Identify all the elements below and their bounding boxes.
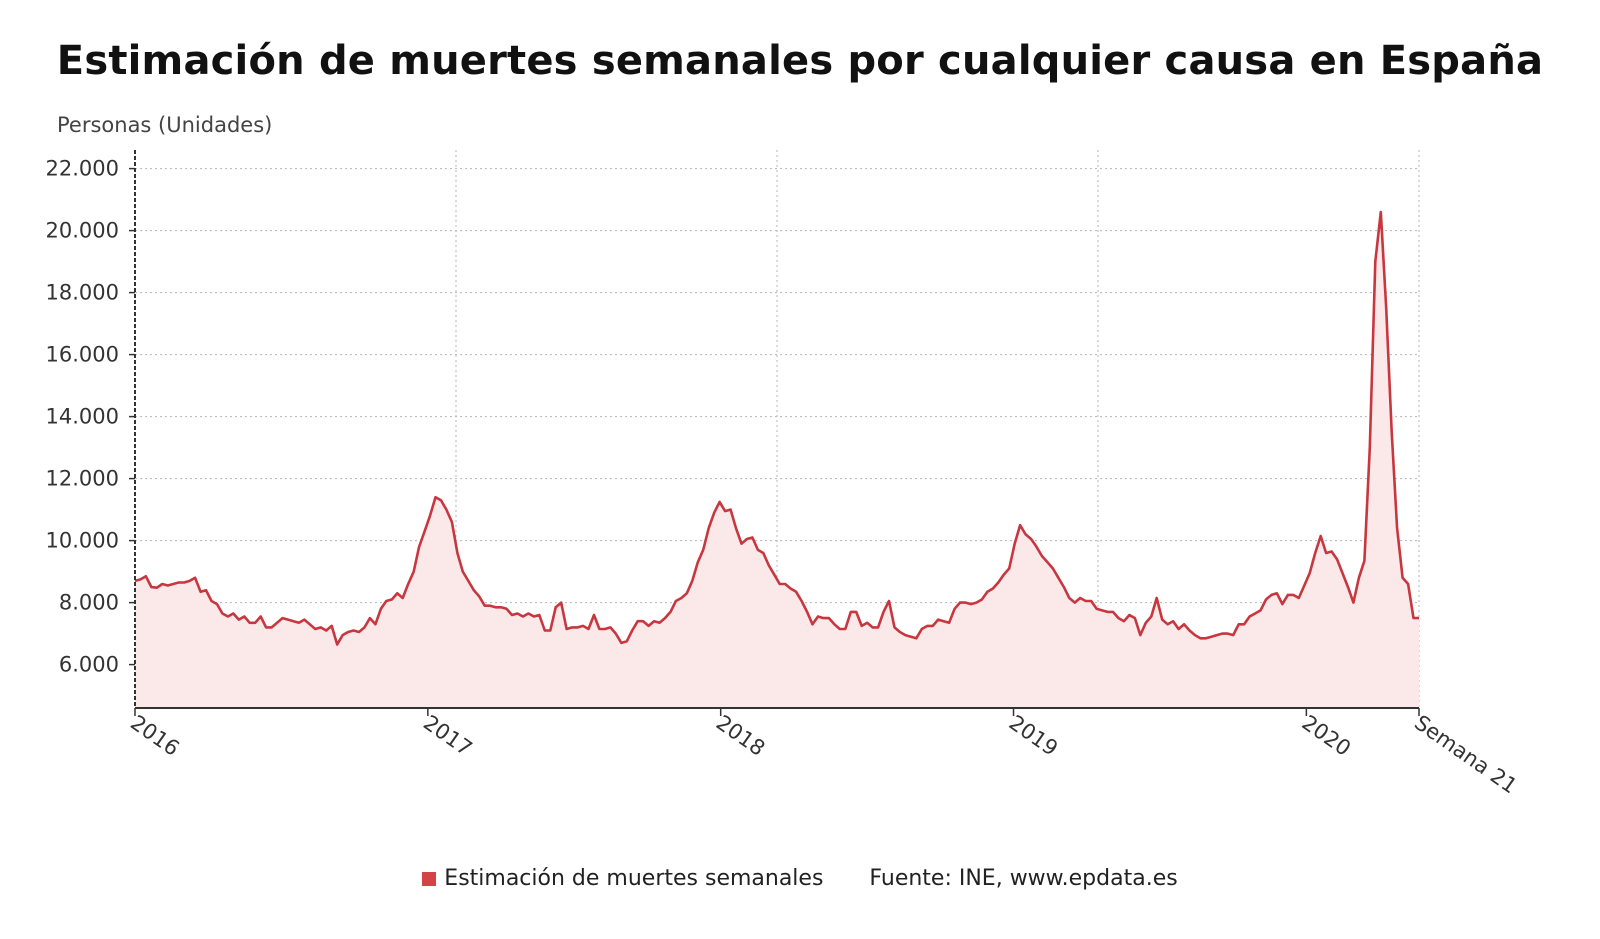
y-tick-label-1: 8.000 [59,591,119,615]
x-tick-labels: 2016 2017 2018 2019 2020 Semana 21 [126,708,1522,798]
y-tick-label-5: 16.000 [46,343,119,367]
x-tick-label-1: 2017 [419,710,477,760]
legend: Estimación de muertes semanales Fuente: … [0,866,1600,891]
source-note: Fuente: INE, www.epdata.es [869,866,1178,891]
x-tick-label-0: 2016 [126,710,184,760]
y-tick-label-0: 6.000 [59,653,119,677]
y-tick-labels: 6.000 8.000 10.000 12.000 14.000 16.000 18.000… [46,157,135,677]
legend-series-label: Estimación de muertes semanales [444,866,824,891]
legend-swatch [422,871,437,886]
legend-item-series: Estimación de muertes semanales [422,866,823,891]
x-tick-label-3: 2019 [1005,710,1063,760]
y-tick-label-7: 20.000 [46,219,119,243]
y-axis-label: Personas (Unidades) [57,113,273,137]
series-line [134,210,1419,646]
y-tick-label-6: 18.000 [46,281,119,305]
x-tick-label-2: 2018 [712,710,770,760]
axes [134,150,1419,709]
y-tick-label-2: 10.000 [46,529,119,553]
x-tick-label-5: Semana 21 [1410,710,1521,798]
x-tick-label-4: 2020 [1298,710,1356,760]
chart-title: Estimación de muertes semanales por cual… [56,38,1544,84]
y-tick-label-8: 22.000 [46,157,119,181]
y-tick-label-3: 12.000 [46,467,119,491]
series-area-fill [135,212,1419,708]
y-tick-label-4: 14.000 [46,405,119,429]
